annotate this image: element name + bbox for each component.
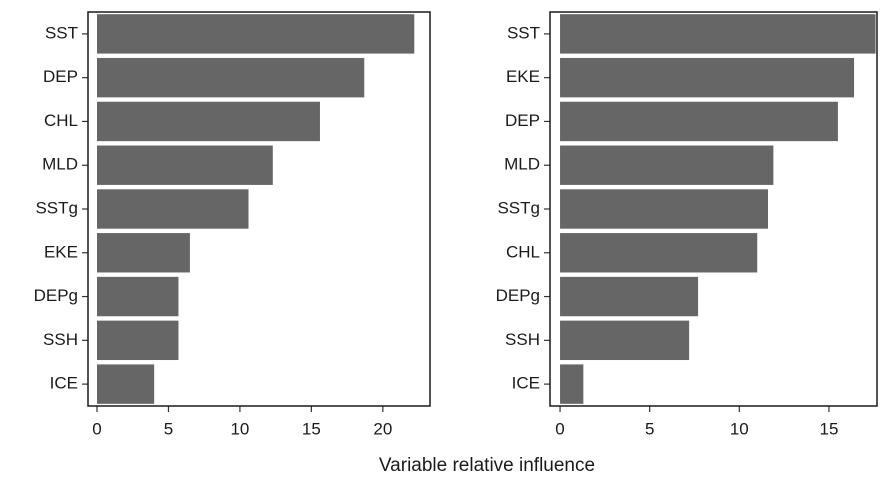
y-tick-label: EKE [506,67,540,86]
x-tick-label: 0 [92,419,101,438]
bar [560,276,699,317]
x-tick-label: 20 [373,419,392,438]
x-tick-label: 5 [645,419,654,438]
bar [97,364,155,404]
bar [560,189,768,229]
bar [97,14,415,54]
y-tick-label: MLD [42,155,78,174]
y-tick-label: SSH [43,330,78,349]
y-tick-label: CHL [44,111,78,130]
y-tick-label: DEPg [496,286,540,305]
bar [560,233,758,273]
bar [560,145,774,185]
panel-border [549,11,878,407]
x-tick-label: 15 [819,419,838,438]
y-tick-label: SST [45,23,78,42]
y-tick-label: DEPg [34,286,78,305]
x-tick-label: 5 [164,419,173,438]
x-tick-label: 0 [555,419,564,438]
bar [97,233,190,273]
bar [560,14,876,54]
bar [97,189,249,229]
panel-border [87,11,431,407]
x-tick-label: 15 [302,419,321,438]
x-tick-label: 10 [730,419,749,438]
bar [560,364,584,404]
y-tick-label: CHL [506,242,540,261]
x-axis-label: Variable relative influence [379,455,595,476]
y-tick-label: SSH [505,330,540,349]
y-tick-label: SSTg [35,198,78,217]
bar [97,57,365,98]
bar [97,101,320,142]
y-tick-label: SSTg [497,198,540,217]
bar [97,276,179,317]
y-tick-label: MLD [504,155,540,174]
bar [97,320,179,361]
y-tick-label: DEP [505,111,540,130]
y-tick-label: ICE [50,374,78,393]
y-tick-label: ICE [512,374,540,393]
bar [560,101,838,142]
y-tick-label: EKE [44,242,78,261]
bar [97,145,273,185]
bar [560,320,690,361]
bar [560,57,855,98]
y-tick-label: DEP [43,67,78,86]
x-tick-label: 10 [230,419,249,438]
y-tick-label: SST [507,23,540,42]
